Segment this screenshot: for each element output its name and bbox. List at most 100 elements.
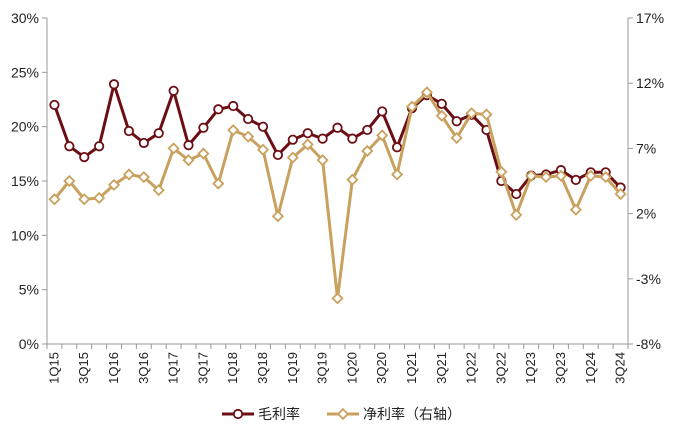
data-point (108, 79, 120, 90)
x-tick-label: 3Q21 (434, 352, 449, 384)
right-tick-label: 2% (636, 206, 656, 222)
data-point (302, 128, 313, 139)
data-point (599, 171, 612, 184)
data-point (435, 109, 448, 122)
data-point (79, 151, 90, 163)
data-point (465, 107, 478, 120)
legend-marker (336, 407, 350, 421)
data-point (510, 208, 523, 221)
data-point (420, 86, 433, 99)
data-point (256, 143, 270, 156)
data-point (197, 147, 210, 160)
data-point (525, 169, 538, 182)
left-tick-label: 15% (11, 173, 39, 189)
left-tick-label: 20% (11, 119, 39, 135)
right-tick-label: -8% (636, 336, 661, 352)
x-tick-label: 3Q16 (136, 352, 151, 384)
legend-label: 净利率（右轴） (363, 406, 461, 422)
x-tick-label: 3Q19 (315, 352, 330, 384)
data-point (243, 113, 254, 125)
data-point (94, 141, 105, 152)
data-point (271, 210, 284, 223)
x-tick-label: 1Q22 (464, 352, 479, 384)
legend-marker (232, 408, 244, 420)
x-tick-label: 1Q21 (404, 352, 419, 384)
data-point (183, 140, 194, 151)
legend-item: 净利率（右轴） (327, 406, 461, 422)
data-point (346, 173, 359, 186)
data-point (614, 187, 627, 201)
right-tick-label: 17% (636, 10, 664, 26)
x-tick-label: 3Q24 (613, 352, 628, 384)
data-point (286, 151, 299, 164)
data-point (167, 142, 180, 155)
data-point (49, 99, 60, 111)
data-point (347, 133, 358, 144)
data-point (122, 168, 136, 181)
data-point (480, 108, 493, 121)
x-tick-label: 3Q15 (76, 352, 91, 384)
data-point (123, 125, 135, 137)
data-point (436, 98, 447, 109)
data-point (584, 169, 597, 182)
data-point (301, 138, 314, 151)
data-point (182, 154, 195, 167)
data-point (138, 137, 149, 149)
data-point (554, 169, 568, 182)
legend-item: 毛利率 (222, 406, 300, 422)
x-tick-label: 1Q23 (523, 352, 538, 384)
right-axis-ticks: -8% -3% 2% 7% 12% 17% (628, 10, 664, 352)
x-tick-label: 1Q19 (285, 352, 300, 384)
x-tick-label: 1Q15 (46, 352, 61, 384)
data-point (212, 177, 225, 190)
x-tick-label: 3Q17 (195, 352, 210, 384)
right-tick-label: 12% (636, 75, 664, 91)
x-tick-label: 1Q20 (344, 352, 359, 384)
series-1 (49, 79, 626, 200)
x-tick-label: 1Q18 (225, 352, 240, 384)
legend-label: 毛利率 (258, 406, 300, 422)
data-point (405, 100, 419, 113)
data-point (362, 124, 373, 136)
data-point (451, 116, 462, 127)
left-axis-ticks: 0% 5% 10% 15% 20% 25% 30% (11, 10, 47, 352)
x-axis-ticks: 1Q15 3Q15 1Q16 3Q16 1Q17 3Q17 1Q18 3Q18 1Q19 3Q19… (46, 344, 629, 384)
x-tick-label: 3Q23 (553, 352, 568, 384)
data-point (93, 191, 106, 205)
data-point (570, 174, 581, 186)
data-point (450, 131, 463, 145)
data-point (391, 168, 404, 181)
data-point (391, 142, 403, 153)
x-tick-label: 3Q22 (493, 352, 508, 384)
data-point (539, 171, 553, 184)
left-tick-label: 10% (11, 227, 39, 243)
data-point (495, 165, 508, 178)
data-point (242, 130, 255, 143)
x-tick-label: 1Q16 (106, 352, 121, 384)
series-layer (48, 79, 627, 305)
data-point (257, 121, 269, 132)
right-tick-label: 7% (636, 140, 656, 156)
x-tick-label: 1Q17 (166, 352, 181, 384)
data-point (48, 193, 61, 206)
data-point (228, 100, 239, 112)
data-point (569, 203, 582, 216)
data-point (332, 122, 343, 133)
left-tick-label: 30% (11, 10, 39, 26)
left-tick-label: 5% (19, 282, 39, 298)
data-point (361, 144, 374, 158)
x-tick-label: 3Q20 (374, 352, 389, 384)
x-tick-label: 3Q18 (255, 352, 270, 384)
data-point (137, 171, 150, 184)
data-point (376, 129, 389, 142)
data-point (511, 188, 522, 200)
data-point (152, 184, 165, 197)
series-2 (48, 86, 627, 305)
data-point (227, 124, 240, 137)
data-point (153, 128, 164, 139)
left-tick-label: 0% (19, 336, 39, 352)
data-point (272, 149, 284, 161)
data-point (64, 141, 75, 152)
